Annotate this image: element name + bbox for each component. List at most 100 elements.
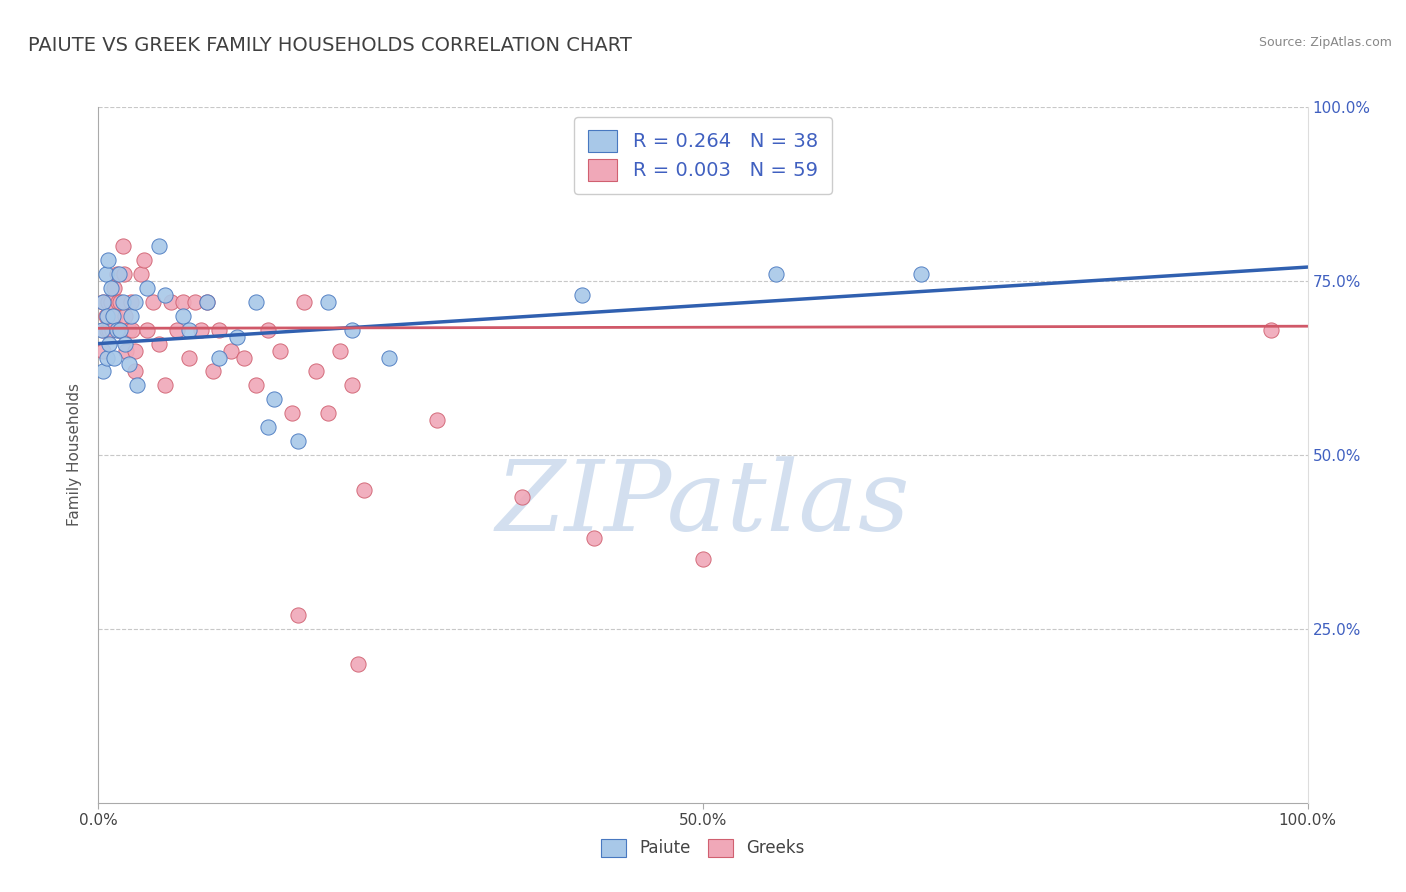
Point	[91, 294, 114, 309]
Point	[347, 657, 370, 671]
Point	[97, 294, 120, 309]
Point	[103, 351, 125, 365]
Point	[221, 343, 243, 358]
Point	[208, 323, 231, 337]
Point	[510, 490, 533, 504]
Point	[134, 253, 156, 268]
Point	[96, 323, 118, 337]
Point	[110, 323, 132, 337]
Point	[148, 239, 170, 253]
Point	[120, 309, 142, 323]
Point	[202, 364, 225, 378]
Point	[692, 552, 714, 566]
Point	[97, 253, 120, 268]
Point	[148, 336, 170, 351]
Text: ZIPatlas: ZIPatlas	[496, 456, 910, 551]
Point	[91, 323, 114, 337]
Point	[111, 294, 134, 309]
Point	[108, 267, 131, 281]
Point	[281, 406, 304, 420]
Point	[195, 294, 218, 309]
Legend: Paiute, Greeks: Paiute, Greeks	[595, 832, 811, 864]
Point	[263, 392, 285, 407]
Point	[100, 323, 122, 337]
Point	[101, 309, 124, 323]
Point	[245, 378, 267, 392]
Point	[342, 323, 364, 337]
Point	[124, 343, 146, 358]
Point	[256, 323, 278, 337]
Point	[316, 294, 339, 309]
Point	[111, 239, 134, 253]
Point	[377, 351, 399, 365]
Point	[287, 434, 309, 448]
Point	[129, 267, 152, 281]
Point	[91, 364, 114, 378]
Point	[124, 364, 146, 378]
Point	[208, 351, 231, 365]
Point	[153, 378, 176, 392]
Point	[172, 309, 194, 323]
Point	[114, 336, 136, 351]
Point	[142, 294, 165, 309]
Point	[105, 267, 128, 281]
Point	[160, 294, 183, 309]
Point	[98, 323, 121, 337]
Point	[118, 323, 141, 337]
Point	[316, 406, 339, 420]
Point	[100, 294, 122, 309]
Point	[190, 323, 212, 337]
Point	[765, 267, 787, 281]
Point	[1260, 323, 1282, 337]
Point	[107, 294, 129, 309]
Point	[103, 281, 125, 295]
Y-axis label: Family Households: Family Households	[67, 384, 83, 526]
Point	[305, 364, 328, 378]
Point	[179, 351, 201, 365]
Point	[96, 351, 118, 365]
Point	[91, 343, 114, 358]
Point	[245, 294, 267, 309]
Point	[910, 267, 932, 281]
Point	[91, 323, 114, 337]
Point	[94, 267, 117, 281]
Point	[127, 378, 149, 392]
Point	[342, 378, 364, 392]
Point	[226, 329, 249, 343]
Point	[108, 294, 131, 309]
Point	[108, 323, 131, 337]
Point	[112, 267, 135, 281]
Point	[135, 281, 157, 295]
Point	[153, 288, 176, 302]
Point	[195, 294, 218, 309]
Point	[91, 294, 114, 309]
Text: PAIUTE VS GREEK FAMILY HOUSEHOLDS CORRELATION CHART: PAIUTE VS GREEK FAMILY HOUSEHOLDS CORREL…	[28, 36, 631, 54]
Point	[115, 343, 138, 358]
Point	[114, 309, 136, 323]
Point	[256, 420, 278, 434]
Point	[329, 343, 352, 358]
Point	[292, 294, 315, 309]
Point	[121, 323, 143, 337]
Point	[179, 323, 201, 337]
Point	[120, 294, 142, 309]
Point	[184, 294, 207, 309]
Point	[124, 294, 146, 309]
Point	[104, 309, 127, 323]
Point	[94, 309, 117, 323]
Point	[108, 323, 131, 337]
Point	[96, 309, 118, 323]
Point	[118, 358, 141, 372]
Point	[135, 323, 157, 337]
Point	[100, 281, 122, 295]
Point	[426, 413, 449, 427]
Point	[571, 288, 593, 302]
Point	[583, 532, 606, 546]
Point	[353, 483, 375, 497]
Point	[232, 351, 254, 365]
Point	[172, 294, 194, 309]
Point	[287, 607, 309, 622]
Point	[98, 336, 121, 351]
Point	[269, 343, 291, 358]
Text: Source: ZipAtlas.com: Source: ZipAtlas.com	[1258, 36, 1392, 49]
